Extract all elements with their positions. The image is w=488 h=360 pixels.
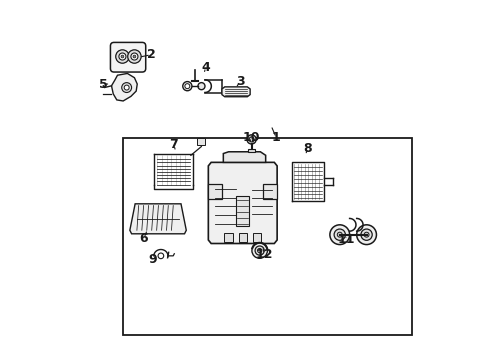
Bar	[122, 138, 411, 335]
Circle shape	[246, 135, 256, 144]
Text: 4: 4	[201, 60, 210, 73]
Circle shape	[364, 232, 368, 237]
Polygon shape	[223, 152, 265, 162]
Text: 3: 3	[236, 75, 244, 88]
Circle shape	[122, 83, 131, 93]
Text: 12: 12	[255, 248, 272, 261]
Bar	[197, 138, 204, 145]
Polygon shape	[222, 87, 250, 97]
Bar	[208, 184, 222, 199]
FancyBboxPatch shape	[110, 42, 145, 72]
Circle shape	[131, 53, 138, 60]
Text: 10: 10	[243, 131, 260, 144]
Circle shape	[248, 137, 253, 142]
Polygon shape	[111, 73, 137, 101]
Text: 11: 11	[337, 234, 355, 247]
Circle shape	[119, 53, 126, 60]
Circle shape	[251, 243, 267, 258]
Circle shape	[121, 55, 123, 58]
Circle shape	[356, 225, 376, 244]
Text: 7: 7	[169, 138, 178, 151]
Text: 1: 1	[271, 131, 280, 144]
Bar	[238, 233, 246, 242]
Circle shape	[360, 229, 371, 240]
Polygon shape	[208, 162, 277, 243]
Circle shape	[337, 232, 342, 237]
Text: 9: 9	[148, 253, 157, 266]
Circle shape	[257, 248, 261, 253]
Circle shape	[329, 225, 349, 244]
Circle shape	[183, 82, 192, 91]
Circle shape	[158, 253, 163, 259]
Text: 5: 5	[99, 77, 107, 90]
Circle shape	[116, 50, 129, 63]
Circle shape	[133, 55, 136, 58]
Bar	[252, 233, 261, 242]
Bar	[236, 196, 248, 226]
Circle shape	[124, 85, 129, 90]
Circle shape	[333, 229, 345, 240]
Bar	[224, 233, 232, 242]
Circle shape	[127, 50, 141, 63]
Text: 6: 6	[140, 232, 148, 245]
Text: 2: 2	[146, 48, 155, 61]
Bar	[247, 149, 255, 152]
Text: 8: 8	[303, 142, 312, 155]
Circle shape	[255, 246, 264, 255]
Polygon shape	[130, 204, 186, 234]
Bar	[263, 184, 277, 199]
Circle shape	[184, 84, 189, 89]
Circle shape	[198, 83, 204, 90]
